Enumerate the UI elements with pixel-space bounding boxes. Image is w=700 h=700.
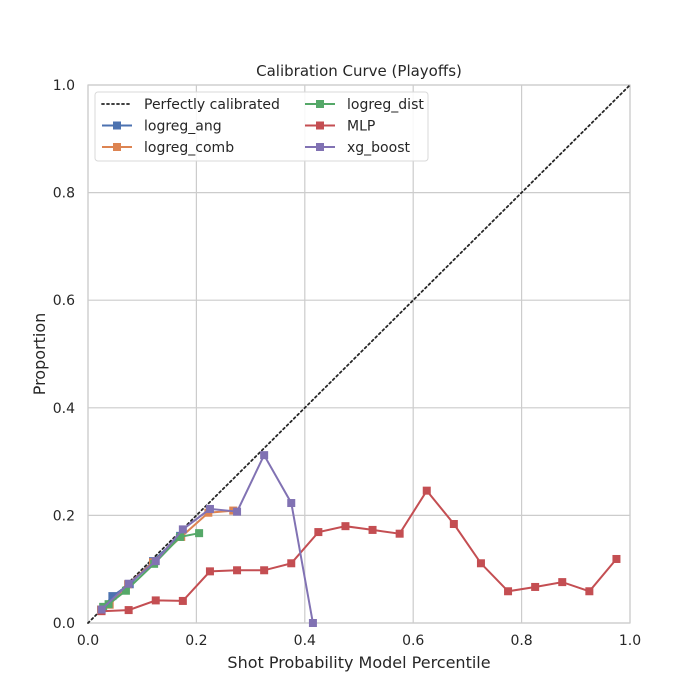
legend-item: xg_boost xyxy=(305,140,410,156)
data-point xyxy=(97,605,106,614)
y-tick-label: 0.0 xyxy=(53,616,75,632)
legend-label: logreg_ang xyxy=(144,119,222,135)
data-point xyxy=(260,566,269,575)
legend: Perfectly calibrated logreg_ang logreg_com… xyxy=(94,91,429,162)
legend-label: xg_boost xyxy=(347,140,410,156)
data-point xyxy=(104,600,113,609)
data-point xyxy=(368,525,377,534)
y-tick-label: 0.2 xyxy=(53,508,75,524)
legend-marker xyxy=(316,143,324,151)
data-point xyxy=(422,486,431,495)
legend-marker xyxy=(316,100,324,108)
data-point xyxy=(124,606,133,615)
data-point xyxy=(178,596,187,605)
x-tick-label: 0.6 xyxy=(402,633,424,649)
legend-marker xyxy=(316,121,324,130)
legend-item: logreg_comb xyxy=(102,140,234,156)
legend-label: MLP xyxy=(347,119,375,135)
legend-box xyxy=(94,91,429,162)
data-point xyxy=(151,557,160,566)
data-point xyxy=(233,507,242,516)
data-point xyxy=(341,522,350,531)
y-tick-label: 0.4 xyxy=(53,401,75,417)
x-tick-label: 0.2 xyxy=(185,633,207,649)
series-xg_boost xyxy=(97,451,317,627)
data-point xyxy=(504,587,513,596)
data-point xyxy=(205,504,214,513)
data-point xyxy=(205,567,214,576)
data-point xyxy=(121,586,130,595)
data-point xyxy=(287,559,296,568)
data-point xyxy=(612,554,621,563)
legend-item: logreg_ang xyxy=(102,119,222,135)
data-point xyxy=(585,587,594,596)
data-point xyxy=(124,579,133,588)
data-point xyxy=(308,619,317,627)
grid xyxy=(87,84,631,624)
y-tick-label: 1.0 xyxy=(53,78,75,94)
tick-labels: 0.0 0.2 0.4 0.6 0.8 1.0 0.0 0.2 0.4 0.6 0.8 1.0 xyxy=(53,78,641,649)
legend-label: logreg_comb xyxy=(144,140,234,156)
x-axis-label: Shot Probability Model Percentile xyxy=(227,653,490,672)
legend-marker xyxy=(113,121,121,130)
x-tick-label: 1.0 xyxy=(619,633,641,649)
y-tick-label: 0.8 xyxy=(53,186,75,202)
data-point xyxy=(287,499,296,508)
x-tick-label: 0.4 xyxy=(294,633,316,649)
data-point xyxy=(176,532,185,541)
series xyxy=(97,451,621,627)
legend-label: logreg_dist xyxy=(347,97,424,113)
y-tick-label: 0.6 xyxy=(53,293,75,309)
data-point xyxy=(558,578,567,587)
data-point xyxy=(195,529,204,538)
chart-title: Calibration Curve (Playoffs) xyxy=(256,62,462,80)
plot-frame xyxy=(87,84,631,624)
data-point xyxy=(395,529,404,538)
data-point xyxy=(531,582,540,591)
x-tick-label: 0.8 xyxy=(510,633,532,649)
legend-marker xyxy=(113,143,121,151)
data-point xyxy=(178,525,187,534)
data-point xyxy=(260,451,269,460)
x-tick-label: 0.0 xyxy=(77,633,99,649)
data-point xyxy=(476,559,485,568)
legend-item: logreg_dist xyxy=(305,97,424,113)
legend-item: Perfectly calibrated xyxy=(101,97,280,113)
legend-item: MLP xyxy=(305,119,375,135)
series-line xyxy=(101,488,618,613)
legend-label: Perfectly calibrated xyxy=(144,97,280,113)
data-point xyxy=(314,528,323,537)
data-point xyxy=(233,566,242,575)
y-axis-label: Proportion xyxy=(30,313,49,396)
data-point xyxy=(151,596,160,605)
data-point xyxy=(449,520,458,529)
data-point xyxy=(108,592,117,601)
